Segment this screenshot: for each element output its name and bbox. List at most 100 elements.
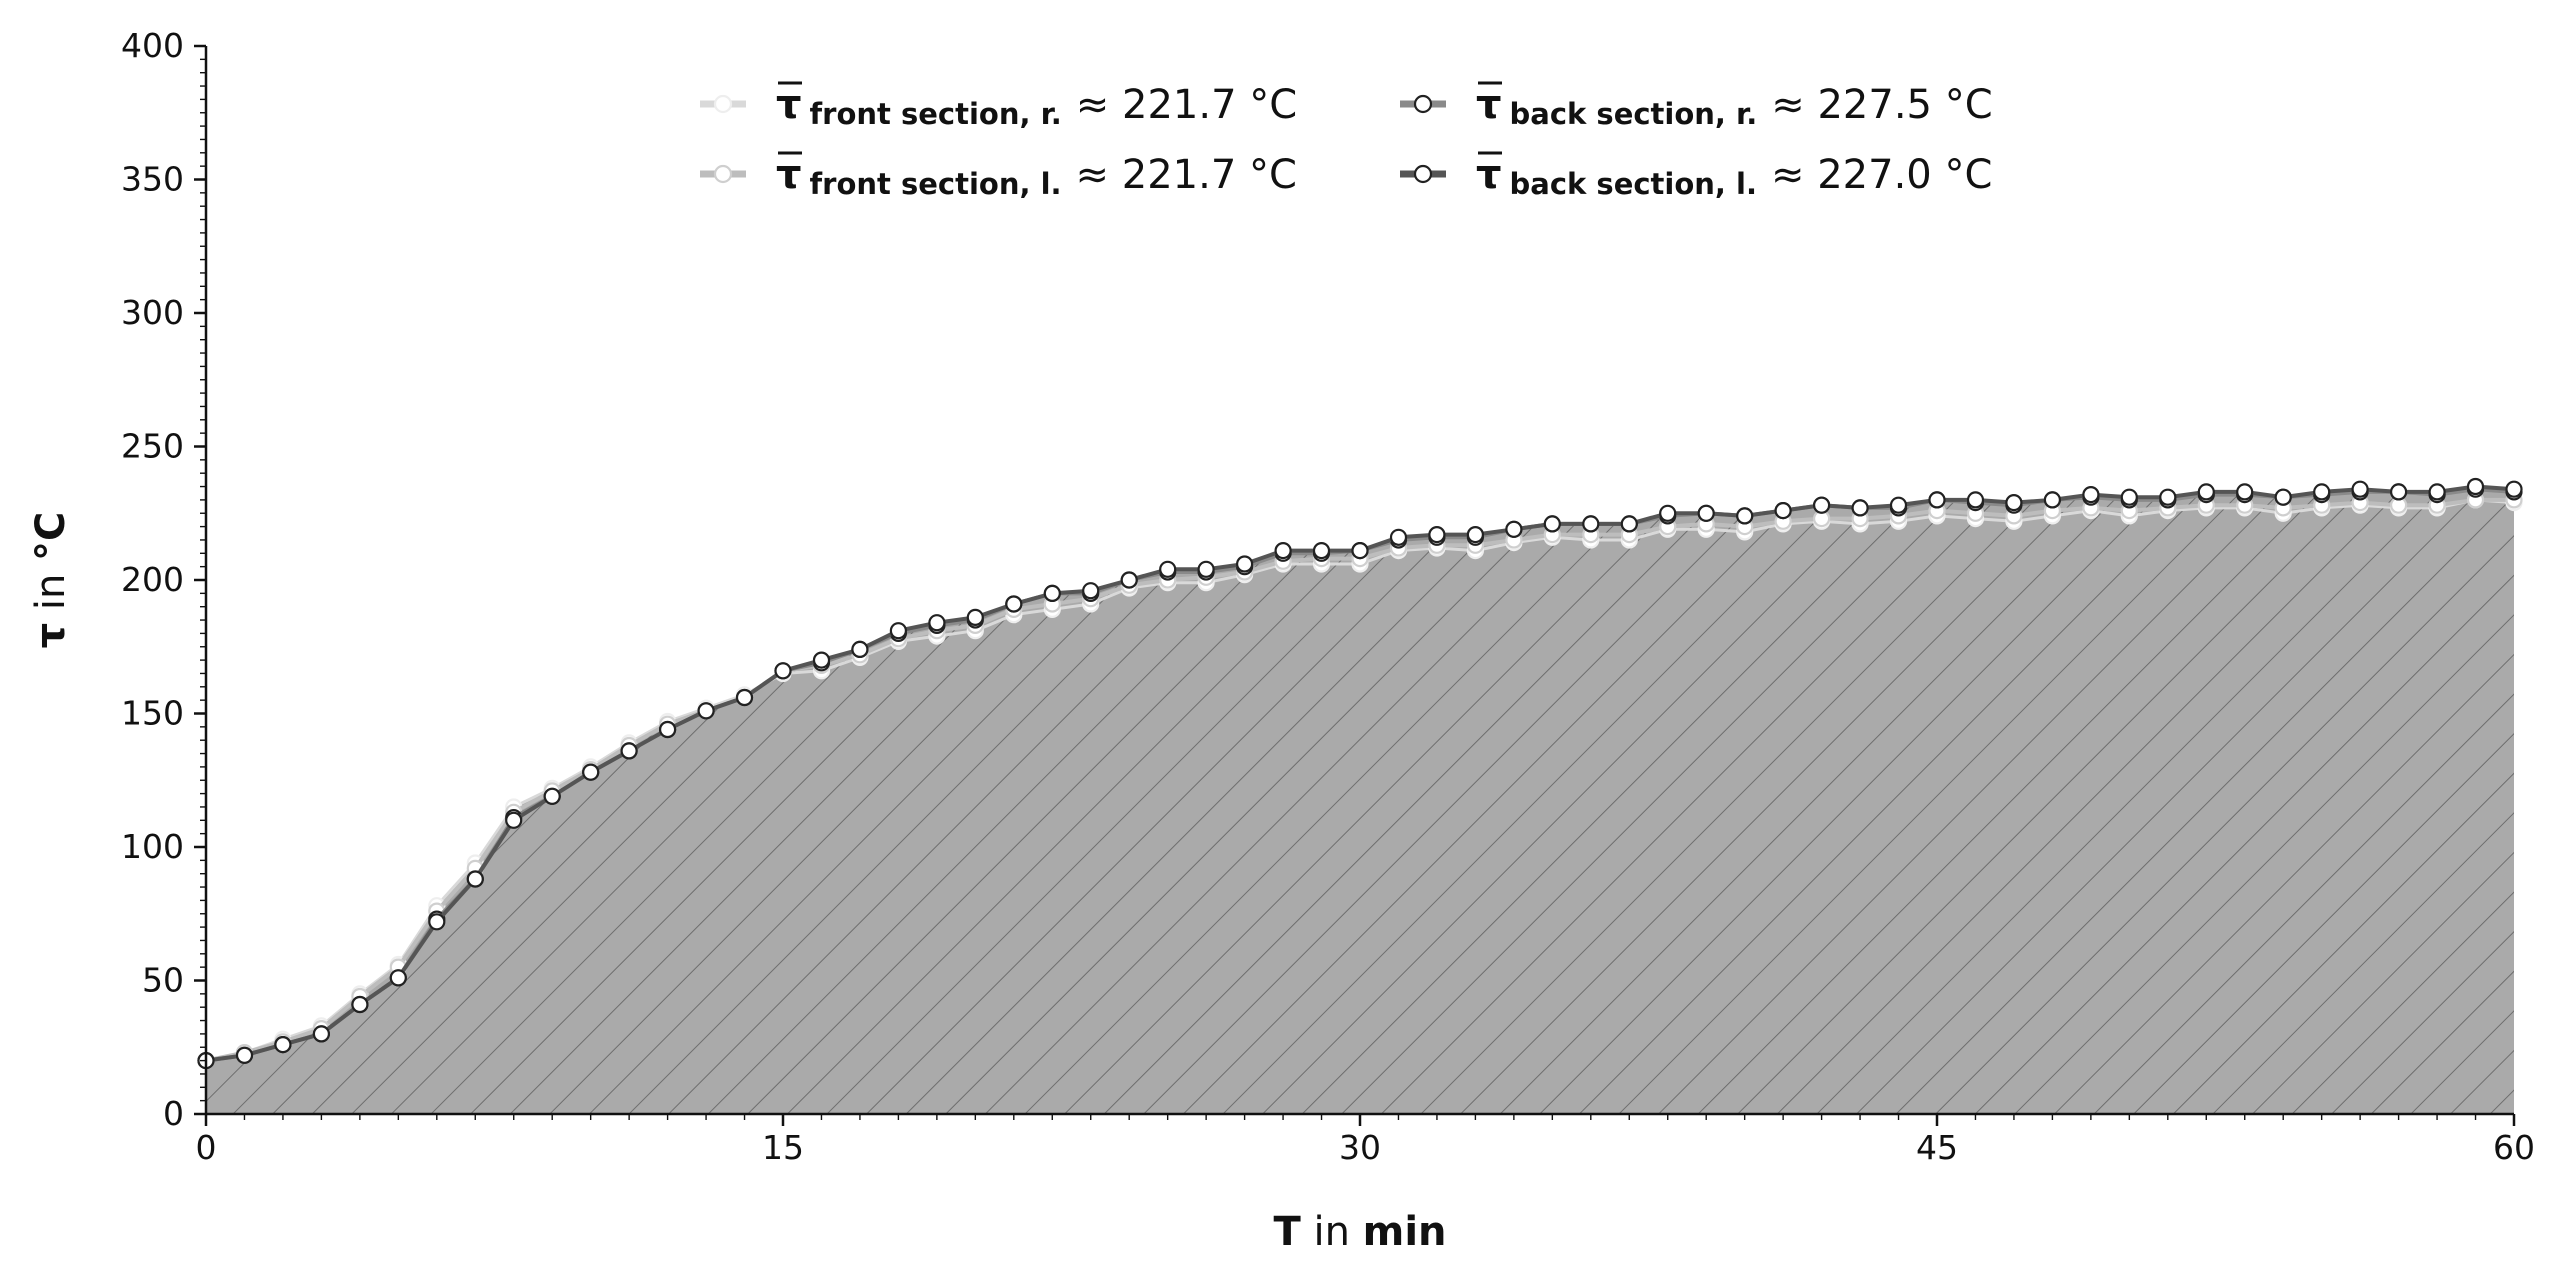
y-axis-unit: °C	[28, 512, 74, 561]
legend-symbol: τ	[1476, 152, 1502, 198]
data-point	[543, 787, 561, 805]
legend-subscript: front section, l.	[810, 167, 1062, 201]
data-point	[1851, 499, 1869, 517]
data-point	[1428, 525, 1446, 544]
data-point	[2043, 491, 2061, 509]
data-point	[1774, 502, 1792, 520]
y-tick-label: 50	[142, 961, 184, 1000]
legend-value: ≈ 227.5 °C	[1771, 82, 1992, 128]
x-tick-label: 30	[1339, 1128, 1381, 1167]
data-point	[2466, 477, 2485, 496]
legend-label: τ back section, l. ≈ 227.0 °C	[1476, 152, 1992, 201]
data-point	[2197, 483, 2215, 501]
legend-label: τ front section, r. ≈ 221.7 °C	[776, 82, 1297, 131]
legend-value: ≈ 221.7 °C	[1076, 152, 1297, 198]
data-point	[1659, 504, 1677, 522]
data-point	[1582, 515, 1600, 533]
legend-symbol: τ	[776, 82, 802, 128]
legend-label: τ front section, l. ≈ 221.7 °C	[776, 152, 1297, 201]
legend-subscript: back section, l.	[1510, 167, 1757, 201]
data-point	[2428, 483, 2446, 501]
area-layer	[206, 486, 2514, 1114]
legend-item-1: τ front section, r. ≈ 221.7 °C	[700, 81, 1297, 131]
legend-item-4: τ back section, l. ≈ 227.0 °C	[1400, 151, 1992, 201]
data-point	[1697, 504, 1715, 522]
data-point	[2390, 483, 2408, 501]
legend-subscript: back section, r.	[1510, 97, 1758, 131]
area-hatch	[206, 486, 2514, 1114]
data-point	[1620, 515, 1638, 533]
data-point	[1235, 555, 1254, 573]
series-4	[197, 477, 2523, 1070]
legend-subscript: front section, r.	[810, 97, 1062, 131]
y-tick-label: 300	[121, 293, 184, 332]
data-point	[1351, 541, 1369, 560]
data-point	[1274, 541, 1292, 560]
legend-item-3: τ back section, r. ≈ 227.5 °C	[1400, 81, 1993, 131]
data-point	[505, 811, 523, 829]
legend-value: ≈ 227.0 °C	[1771, 152, 1992, 198]
data-point	[1082, 582, 1100, 600]
data-point	[1312, 541, 1331, 560]
data-point	[928, 614, 946, 632]
data-point	[466, 870, 484, 888]
data-point	[1736, 507, 1754, 525]
y-tick-label: 350	[121, 160, 184, 199]
data-point	[889, 622, 908, 640]
legend-marker	[1413, 164, 1433, 184]
data-point	[2082, 486, 2100, 504]
data-point	[274, 1035, 292, 1054]
data-point	[1197, 560, 1215, 578]
data-point	[1889, 496, 1908, 514]
legend-marker	[1413, 94, 1433, 114]
data-point	[2351, 480, 2369, 498]
x-tick-label: 45	[1916, 1128, 1958, 1167]
legend-marker	[713, 164, 733, 184]
y-tick-label: 100	[121, 827, 184, 866]
data-point	[2274, 488, 2292, 506]
data-point	[1812, 496, 1831, 514]
data-point	[2236, 483, 2254, 501]
data-point	[1120, 571, 1138, 589]
data-point	[735, 688, 754, 707]
data-point	[235, 1046, 254, 1064]
data-point	[1928, 491, 1946, 509]
x-axis-mid: in	[1301, 1209, 1363, 1255]
y-tick-label: 0	[163, 1094, 184, 1133]
y-tick-label: 250	[121, 427, 184, 466]
y-axis-mid: in	[28, 561, 74, 623]
data-point	[2159, 488, 2177, 506]
y-tick-label: 400	[121, 26, 184, 65]
legend-item-2: τ front section, l. ≈ 221.7 °C	[700, 151, 1297, 201]
legend-label: τ back section, r. ≈ 227.5 °C	[1476, 82, 1993, 131]
x-tick-label: 0	[196, 1128, 217, 1167]
data-point	[1389, 528, 1408, 546]
data-point	[389, 969, 407, 987]
data-point	[2313, 483, 2331, 501]
legend-value: ≈ 221.7 °C	[1076, 82, 1297, 128]
y-tick-label: 150	[121, 694, 184, 733]
data-point	[1966, 491, 1985, 509]
data-point	[2005, 494, 2023, 512]
x-tick-label: 15	[762, 1128, 804, 1167]
data-point	[774, 662, 792, 680]
y-axis-var: τ	[28, 623, 74, 649]
data-point	[1043, 584, 1061, 603]
data-point	[1466, 525, 1485, 544]
data-point	[851, 640, 869, 659]
data-point	[658, 720, 677, 739]
tick-layer: 0 50 100 150 200 250 300 350 400 0 15 30 45 60	[121, 26, 2535, 1167]
x-axis-unit: min	[1363, 1209, 1447, 1255]
legend-symbol: τ	[1476, 82, 1502, 128]
data-point	[1543, 515, 1561, 533]
data-point	[2120, 488, 2138, 506]
legend-symbol: τ	[776, 152, 802, 198]
data-point	[351, 995, 369, 1014]
legend: τ front section, r. ≈ 221.7 °Cτ front secti…	[700, 81, 1993, 201]
x-axis-title: T in min	[1273, 1209, 1446, 1255]
data-point	[1005, 595, 1023, 613]
data-point	[966, 608, 984, 627]
data-point	[812, 651, 831, 669]
x-tick-label: 60	[2493, 1128, 2535, 1167]
